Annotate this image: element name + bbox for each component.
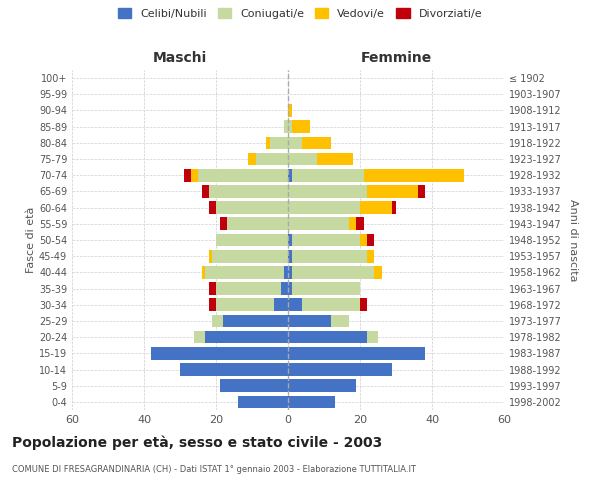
Bar: [194, 331, 205, 344]
Bar: [288, 152, 317, 166]
Bar: [220, 380, 288, 392]
Bar: [288, 314, 331, 328]
Bar: [238, 396, 288, 408]
Bar: [202, 185, 209, 198]
Bar: [360, 202, 392, 214]
Bar: [288, 347, 425, 360]
Bar: [256, 152, 288, 166]
Y-axis label: Fasce di età: Fasce di età: [26, 207, 36, 273]
Bar: [292, 234, 360, 246]
Bar: [216, 282, 281, 295]
Bar: [288, 218, 349, 230]
Bar: [248, 152, 256, 166]
Bar: [216, 234, 288, 246]
Bar: [205, 331, 288, 344]
Bar: [288, 380, 356, 392]
Bar: [367, 185, 418, 198]
Bar: [151, 347, 288, 360]
Bar: [288, 169, 292, 181]
Bar: [180, 363, 288, 376]
Bar: [288, 202, 360, 214]
Bar: [374, 266, 382, 278]
Bar: [288, 250, 292, 262]
Bar: [216, 298, 274, 311]
Bar: [205, 266, 284, 278]
Bar: [288, 120, 292, 133]
Bar: [367, 234, 374, 246]
Bar: [281, 282, 288, 295]
Bar: [212, 314, 223, 328]
Bar: [292, 282, 360, 295]
Bar: [418, 185, 425, 198]
Bar: [288, 363, 392, 376]
Bar: [288, 282, 292, 295]
Bar: [288, 104, 292, 117]
Bar: [198, 169, 288, 181]
Bar: [288, 331, 367, 344]
Bar: [184, 169, 191, 181]
Text: Femmine: Femmine: [361, 51, 431, 65]
Text: Maschi: Maschi: [153, 51, 207, 65]
Bar: [212, 250, 288, 262]
Bar: [331, 314, 349, 328]
Bar: [209, 202, 216, 214]
Legend: Celibi/Nubili, Coniugati/e, Vedovi/e, Divorziati/e: Celibi/Nubili, Coniugati/e, Vedovi/e, Di…: [118, 8, 482, 19]
Text: Popolazione per età, sesso e stato civile - 2003: Popolazione per età, sesso e stato civil…: [12, 435, 382, 450]
Bar: [288, 185, 367, 198]
Bar: [209, 250, 212, 262]
Bar: [191, 169, 198, 181]
Bar: [288, 136, 302, 149]
Bar: [288, 234, 292, 246]
Bar: [284, 266, 288, 278]
Bar: [209, 282, 216, 295]
Bar: [317, 152, 353, 166]
Bar: [302, 298, 360, 311]
Bar: [349, 218, 356, 230]
Bar: [288, 396, 335, 408]
Bar: [220, 218, 227, 230]
Bar: [364, 169, 464, 181]
Bar: [266, 136, 270, 149]
Bar: [223, 314, 288, 328]
Bar: [367, 250, 374, 262]
Bar: [292, 169, 364, 181]
Bar: [227, 218, 288, 230]
Y-axis label: Anni di nascita: Anni di nascita: [568, 198, 578, 281]
Bar: [288, 298, 302, 311]
Bar: [356, 218, 364, 230]
Bar: [360, 234, 367, 246]
Bar: [367, 331, 378, 344]
Bar: [292, 120, 310, 133]
Bar: [292, 266, 374, 278]
Bar: [284, 120, 288, 133]
Bar: [270, 136, 288, 149]
Bar: [216, 202, 288, 214]
Bar: [360, 298, 367, 311]
Bar: [202, 266, 205, 278]
Bar: [292, 250, 367, 262]
Bar: [209, 298, 216, 311]
Bar: [392, 202, 396, 214]
Bar: [274, 298, 288, 311]
Bar: [302, 136, 331, 149]
Bar: [288, 266, 292, 278]
Text: COMUNE DI FRESAGRANDINARIA (CH) - Dati ISTAT 1° gennaio 2003 - Elaborazione TUTT: COMUNE DI FRESAGRANDINARIA (CH) - Dati I…: [12, 465, 416, 474]
Bar: [209, 185, 288, 198]
